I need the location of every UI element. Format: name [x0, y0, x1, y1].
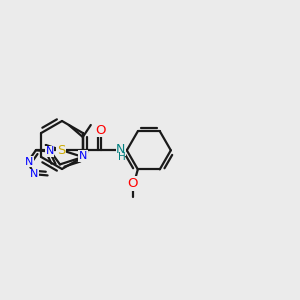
Text: O: O	[128, 177, 138, 190]
Text: N: N	[116, 143, 125, 156]
Text: N: N	[30, 169, 38, 179]
Text: S: S	[57, 144, 65, 157]
Text: N: N	[25, 157, 33, 167]
Text: O: O	[96, 124, 106, 137]
Text: N: N	[79, 151, 87, 161]
Text: H: H	[118, 152, 126, 162]
Text: N: N	[45, 146, 54, 157]
